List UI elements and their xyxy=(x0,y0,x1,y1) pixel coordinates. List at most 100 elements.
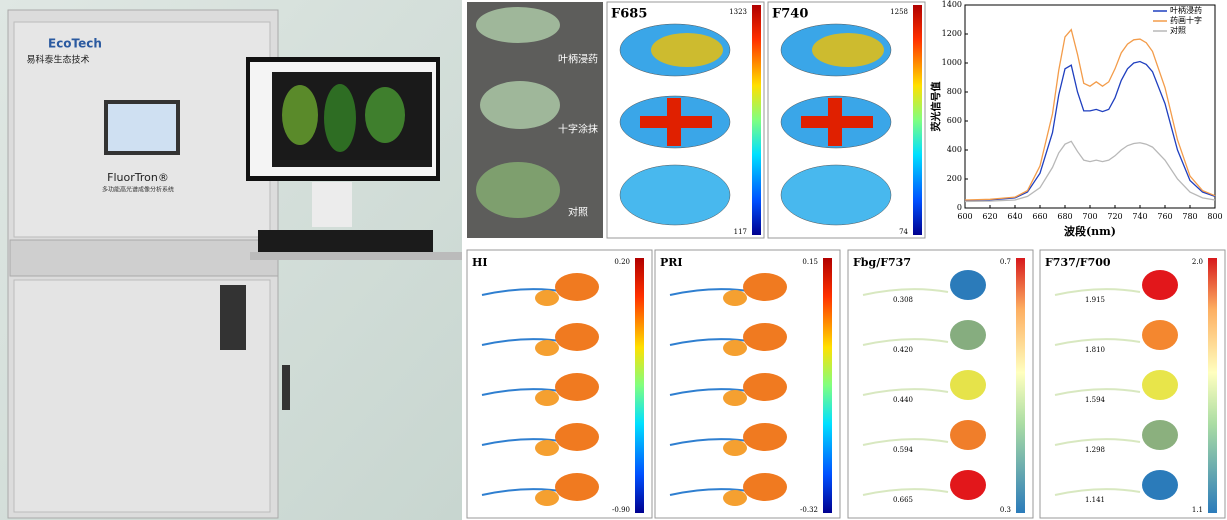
stem xyxy=(862,288,949,296)
y-tick-label: 600 xyxy=(947,116,962,125)
panel-title: PRI xyxy=(660,256,683,269)
colorbar-min: 74 xyxy=(899,228,908,236)
x-tick-label: 760 xyxy=(1157,212,1172,221)
colorbar-min: 1.1 xyxy=(1192,506,1203,514)
leaf-image xyxy=(723,390,747,406)
leaf-photo xyxy=(467,2,603,238)
stem xyxy=(1054,488,1141,496)
x-tick-label: 800 xyxy=(1207,212,1222,221)
stem xyxy=(862,488,949,496)
value-label: 0.308 xyxy=(893,296,913,304)
leaf-image xyxy=(743,323,787,351)
stem xyxy=(862,338,949,346)
x-tick-label: 640 xyxy=(1007,212,1022,221)
y-tick-label: 400 xyxy=(947,145,962,154)
y-tick-label: 1000 xyxy=(942,58,962,67)
colorbar-max: 0.20 xyxy=(614,258,630,266)
colorbar xyxy=(635,258,644,513)
leaf-image xyxy=(555,273,599,301)
panel-title: Fbg/F737 xyxy=(853,256,911,269)
colorbar-min: 0.3 xyxy=(1000,506,1011,514)
leaf-image xyxy=(723,340,747,356)
colorbar-max: 0.7 xyxy=(1000,258,1011,266)
x-tick-label: 740 xyxy=(1132,212,1147,221)
leaf-image xyxy=(1142,270,1178,300)
leaf-image xyxy=(535,290,559,306)
leaf-image xyxy=(812,33,884,67)
leaf-image xyxy=(535,340,559,356)
legend-label: 对照 xyxy=(1170,25,1186,35)
leaf-image xyxy=(743,273,787,301)
x-tick-label: 680 xyxy=(1057,212,1072,221)
leaf-image xyxy=(651,33,723,67)
x-tick-label: 780 xyxy=(1182,212,1197,221)
colorbar-min: -0.32 xyxy=(800,506,818,514)
panel-title: F685 xyxy=(611,7,647,22)
value-label: 1.141 xyxy=(1085,496,1105,504)
company: 易科泰生态技术 xyxy=(26,54,89,66)
leaf-image xyxy=(950,320,986,350)
panel-title: HI xyxy=(472,256,488,269)
leaf-image xyxy=(723,440,747,456)
leaf-image xyxy=(619,164,731,226)
series-line xyxy=(964,140,1216,203)
x-tick-label: 620 xyxy=(982,212,997,221)
leaf-image xyxy=(535,390,559,406)
stem xyxy=(862,438,949,446)
x-tick-label: 700 xyxy=(1082,212,1097,221)
leaf-image xyxy=(950,370,986,400)
leaf-image xyxy=(535,440,559,456)
y-tick-label: 0 xyxy=(957,203,962,212)
legend-label: 药画十字 xyxy=(1170,15,1202,25)
x-tick-label: 660 xyxy=(1032,212,1047,221)
leaf-image xyxy=(1142,320,1178,350)
leaf-image xyxy=(950,470,986,500)
panel xyxy=(1039,249,1226,519)
colorbar-max: 0.15 xyxy=(802,258,818,266)
colorbar-max: 1323 xyxy=(729,8,747,16)
y-tick-label: 1400 xyxy=(942,0,962,9)
y-axis-label: 荧光信号值 xyxy=(930,82,943,132)
x-tick-label: 600 xyxy=(957,212,972,221)
leaf-label: 叶柄浸药 xyxy=(558,53,598,66)
colorbar-max: 1258 xyxy=(890,8,908,16)
y-tick-label: 800 xyxy=(947,87,962,96)
leaf-image xyxy=(743,473,787,501)
panel-title: F737/F700 xyxy=(1045,256,1111,269)
subtitle: 多功能高光谱成像分析系统 xyxy=(102,186,174,194)
stem xyxy=(1054,388,1141,396)
leaf-image xyxy=(723,290,747,306)
leaf-image xyxy=(667,98,681,146)
value-label: 0.665 xyxy=(893,496,913,504)
stem xyxy=(862,388,949,396)
leaf-image xyxy=(950,420,986,450)
leaf-image xyxy=(555,473,599,501)
value-label: 0.420 xyxy=(893,346,913,354)
y-tick-label: 200 xyxy=(947,174,962,183)
leaf-image xyxy=(555,323,599,351)
colorbar-min: -0.90 xyxy=(612,506,630,514)
leaf-label: 对照 xyxy=(568,206,588,219)
series-line xyxy=(964,60,1216,202)
colorbar xyxy=(913,5,922,235)
value-label: 1.298 xyxy=(1085,446,1105,454)
x-axis-label: 波段(nm) xyxy=(1064,224,1116,238)
colorbar xyxy=(752,5,761,235)
leaf-image xyxy=(535,490,559,506)
legend-label: 叶柄浸药 xyxy=(1170,5,1202,15)
stem xyxy=(1054,438,1141,446)
leaf-image xyxy=(1142,470,1178,500)
colorbar xyxy=(1016,258,1025,513)
leaf-image xyxy=(723,490,747,506)
colorbar xyxy=(1208,258,1217,513)
leaf-image xyxy=(743,423,787,451)
leaf-image xyxy=(743,373,787,401)
value-label: 0.440 xyxy=(893,396,913,404)
colorbar-min: 117 xyxy=(734,228,747,236)
panel xyxy=(847,249,1034,519)
stem xyxy=(1054,338,1141,346)
colorbar xyxy=(823,258,832,513)
value-label: 1.915 xyxy=(1085,296,1105,304)
value-label: 1.810 xyxy=(1085,346,1105,354)
